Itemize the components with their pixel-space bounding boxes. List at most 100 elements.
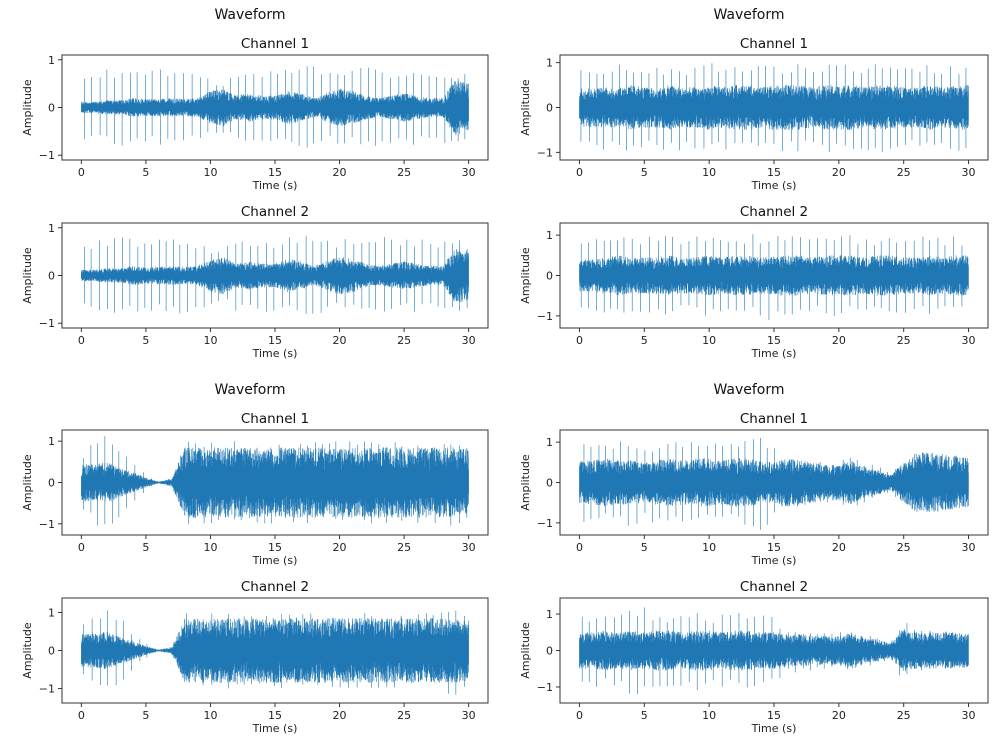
subplot-channel-2: 0 5 10 15 20 25 30 −1 0 1 Channel 2 Time (s) Amplitu… (21, 204, 489, 360)
x-axis-label: Time (s) (252, 347, 298, 360)
x-tick-label: 5 (641, 541, 648, 554)
y-tick-label: 0 (48, 477, 55, 490)
y-tick-label: 0 (546, 477, 553, 490)
x-tick-label: 20 (832, 541, 846, 554)
y-tick-label: −1 (39, 683, 55, 696)
subplot-title: Channel 1 (241, 411, 309, 427)
subplot-channel-1: 0 5 10 15 20 25 30 −1 0 1 Channel 1 Time (s) Amplitu… (21, 411, 489, 567)
x-tick-label: 30 (962, 541, 976, 554)
waveform-line (81, 235, 469, 314)
x-axis-label: Time (s) (252, 722, 298, 735)
x-tick-label: 10 (702, 541, 716, 554)
subplot-channel-2: 0 5 10 15 20 25 30 −1 0 1 Channel 2 Time (s) Amplitu… (519, 579, 989, 735)
x-tick-label: 15 (268, 334, 282, 347)
y-tick-label: 1 (546, 57, 553, 70)
y-axis-label: Amplitude (519, 79, 532, 136)
subplot-title: Channel 1 (740, 411, 808, 427)
x-tick-label: 0 (78, 166, 85, 179)
x-tick-label: 25 (897, 166, 911, 179)
subplot-title: Channel 2 (241, 204, 309, 220)
y-tick-label: −1 (537, 681, 553, 694)
y-axis-label: Amplitude (21, 454, 34, 511)
figure-title: Waveform (713, 7, 784, 23)
y-tick-label: −1 (537, 146, 553, 159)
x-tick-label: 15 (767, 334, 781, 347)
figure-title: Waveform (713, 382, 784, 398)
subplot-title: Channel 2 (740, 204, 808, 220)
y-axis-label: Amplitude (519, 247, 532, 304)
x-tick-label: 25 (397, 334, 411, 347)
x-tick-label: 0 (576, 709, 583, 722)
subplot-title: Channel 2 (241, 579, 309, 595)
x-tick-label: 25 (397, 166, 411, 179)
x-tick-label: 10 (702, 334, 716, 347)
x-tick-label: 20 (832, 334, 846, 347)
x-tick-label: 20 (832, 166, 846, 179)
x-tick-label: 5 (142, 709, 149, 722)
x-axis-label: Time (s) (751, 179, 797, 192)
subplot-channel-2: 0 5 10 15 20 25 30 −1 0 1 Channel 2 Time (s) Amplitu… (21, 579, 489, 735)
y-tick-label: 1 (546, 608, 553, 621)
x-tick-label: 20 (333, 334, 347, 347)
y-tick-label: 0 (546, 102, 553, 115)
x-tick-label: 10 (702, 709, 716, 722)
x-tick-label: 5 (641, 709, 648, 722)
x-tick-label: 0 (78, 709, 85, 722)
subplot-title: Channel 1 (241, 36, 309, 52)
figure-title: Waveform (214, 7, 285, 23)
subplot-title: Channel 1 (740, 36, 808, 52)
x-tick-label: 0 (576, 334, 583, 347)
waveform-line (81, 436, 469, 526)
x-tick-label: 5 (142, 541, 149, 554)
figure-title: Waveform (214, 382, 285, 398)
x-tick-label: 30 (962, 334, 976, 347)
waveform-line (81, 610, 469, 695)
waveform-line (579, 437, 969, 530)
x-tick-label: 10 (203, 541, 217, 554)
x-tick-label: 15 (767, 541, 781, 554)
x-tick-label: 10 (702, 166, 716, 179)
waveform-line (579, 63, 969, 153)
y-axis-label: Amplitude (21, 79, 34, 136)
x-tick-label: 25 (897, 334, 911, 347)
y-tick-label: 0 (546, 645, 553, 658)
y-tick-label: 1 (48, 435, 55, 448)
y-tick-label: −1 (537, 517, 553, 530)
x-tick-label: 15 (268, 166, 282, 179)
x-tick-label: 0 (576, 541, 583, 554)
y-tick-label: −1 (39, 149, 55, 162)
x-tick-label: 10 (203, 166, 217, 179)
x-tick-label: 30 (962, 166, 976, 179)
x-tick-label: 15 (268, 709, 282, 722)
x-tick-label: 5 (142, 166, 149, 179)
x-tick-label: 30 (462, 334, 476, 347)
y-tick-label: 1 (48, 606, 55, 619)
waveform-line (81, 66, 469, 148)
x-tick-label: 20 (333, 709, 347, 722)
x-tick-label: 0 (576, 166, 583, 179)
x-tick-label: 15 (268, 541, 282, 554)
x-tick-label: 25 (397, 541, 411, 554)
x-tick-label: 30 (462, 541, 476, 554)
subplot-channel-1: 0 5 10 15 20 25 30 −1 0 1 Channel 1 Time (s) Amplitu… (21, 36, 489, 192)
subplot-channel-1: 0 5 10 15 20 25 30 −1 0 1 Channel 1 Time (s) Amplitu… (519, 411, 989, 567)
y-tick-label: 1 (546, 229, 553, 242)
x-axis-label: Time (s) (751, 347, 797, 360)
x-tick-label: 30 (462, 166, 476, 179)
y-axis-label: Amplitude (21, 247, 34, 304)
waveform-line (579, 234, 969, 320)
x-tick-label: 5 (142, 334, 149, 347)
x-tick-label: 20 (832, 709, 846, 722)
y-axis-label: Amplitude (519, 622, 532, 679)
x-tick-label: 20 (333, 166, 347, 179)
x-axis-label: Time (s) (252, 554, 298, 567)
x-tick-label: 5 (641, 334, 648, 347)
x-tick-label: 5 (641, 166, 648, 179)
x-axis-label: Time (s) (751, 554, 797, 567)
y-tick-label: 0 (48, 102, 55, 115)
x-tick-label: 30 (462, 709, 476, 722)
